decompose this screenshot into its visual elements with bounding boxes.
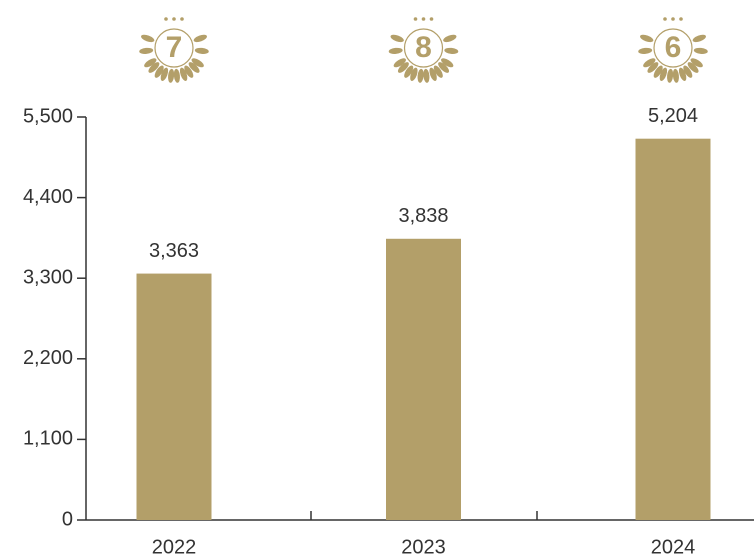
laurel-leaf [173, 68, 180, 83]
y-tick-label: 3,300 [23, 266, 73, 288]
laurel-leaf [194, 47, 209, 54]
star [164, 17, 168, 21]
laurel-leaf [647, 62, 659, 73]
value-label: 3,363 [149, 240, 199, 262]
laurel-leaf [683, 65, 693, 78]
badge-circle [403, 28, 444, 68]
star [180, 17, 184, 21]
laurel-leaf [404, 65, 414, 78]
laurel-leaf [441, 58, 454, 68]
laurel-leaf [692, 34, 706, 43]
y-tick-label: 0 [62, 508, 73, 530]
laurel-leaf [667, 68, 674, 83]
rank-badge: 7 [139, 17, 209, 83]
laurel-leaf [410, 67, 418, 81]
laurel-leaf [653, 65, 663, 78]
value-label: 5,204 [648, 105, 698, 127]
laurel-leaf [433, 65, 443, 78]
laurel-leaf [687, 62, 699, 73]
laurel-leaf [659, 67, 668, 81]
laurel-leaf [388, 47, 403, 54]
bar [635, 138, 711, 520]
laurel-leaf [148, 62, 160, 73]
laurel-leaf [678, 67, 687, 81]
y-tick-label: 5,500 [23, 105, 73, 127]
star [663, 17, 667, 21]
laurel-leaf [397, 62, 409, 73]
laurel-leaf [417, 68, 424, 83]
value-label: 3,838 [398, 205, 448, 227]
laurel-leaf [193, 34, 207, 43]
x-tick-label: 2023 [401, 536, 446, 558]
badge-circle [154, 28, 194, 68]
laurel-leaf [191, 58, 204, 68]
laurel-leaf [693, 47, 708, 54]
laurel-leaf [443, 34, 457, 43]
star [421, 17, 426, 21]
laurel-leaf [179, 67, 188, 81]
laurel-leaf [139, 47, 154, 54]
laurel-leaf [643, 58, 656, 68]
bar [136, 273, 212, 520]
y-tick-label: 4,400 [23, 186, 73, 208]
laurel-leaf [141, 34, 155, 43]
star [671, 17, 675, 21]
laurel-leaf [393, 58, 406, 68]
laurel-leaf [160, 67, 169, 81]
laurel-leaf [423, 68, 430, 83]
rank-label: 8 [415, 31, 432, 64]
y-tick-label: 2,200 [23, 347, 73, 369]
badge-circle [653, 28, 693, 68]
laurel-leaf [184, 65, 194, 78]
star [679, 17, 683, 21]
laurel-leaf [144, 58, 157, 68]
laurel-leaf [638, 47, 653, 54]
bar [386, 238, 461, 520]
laurel-leaf [429, 67, 437, 81]
star [172, 17, 176, 21]
laurel-leaf [390, 34, 404, 43]
x-tick-label: 2024 [651, 536, 696, 558]
rank-label: 6 [665, 31, 682, 64]
laurel-leaf [690, 58, 703, 68]
rank-badge: 8 [388, 17, 459, 83]
star [413, 17, 418, 21]
laurel-leaf [168, 68, 175, 83]
laurel-leaf [438, 62, 450, 73]
laurel-leaf [188, 62, 200, 73]
star [429, 17, 434, 21]
y-tick-label: 1,100 [23, 428, 73, 450]
laurel-leaf [444, 47, 459, 54]
laurel-leaf [154, 65, 164, 78]
rank-badge: 6 [638, 17, 708, 83]
x-tick-label: 2022 [152, 536, 197, 558]
laurel-leaf [640, 34, 654, 43]
rank-label: 7 [166, 31, 183, 64]
laurel-leaf [672, 68, 679, 83]
